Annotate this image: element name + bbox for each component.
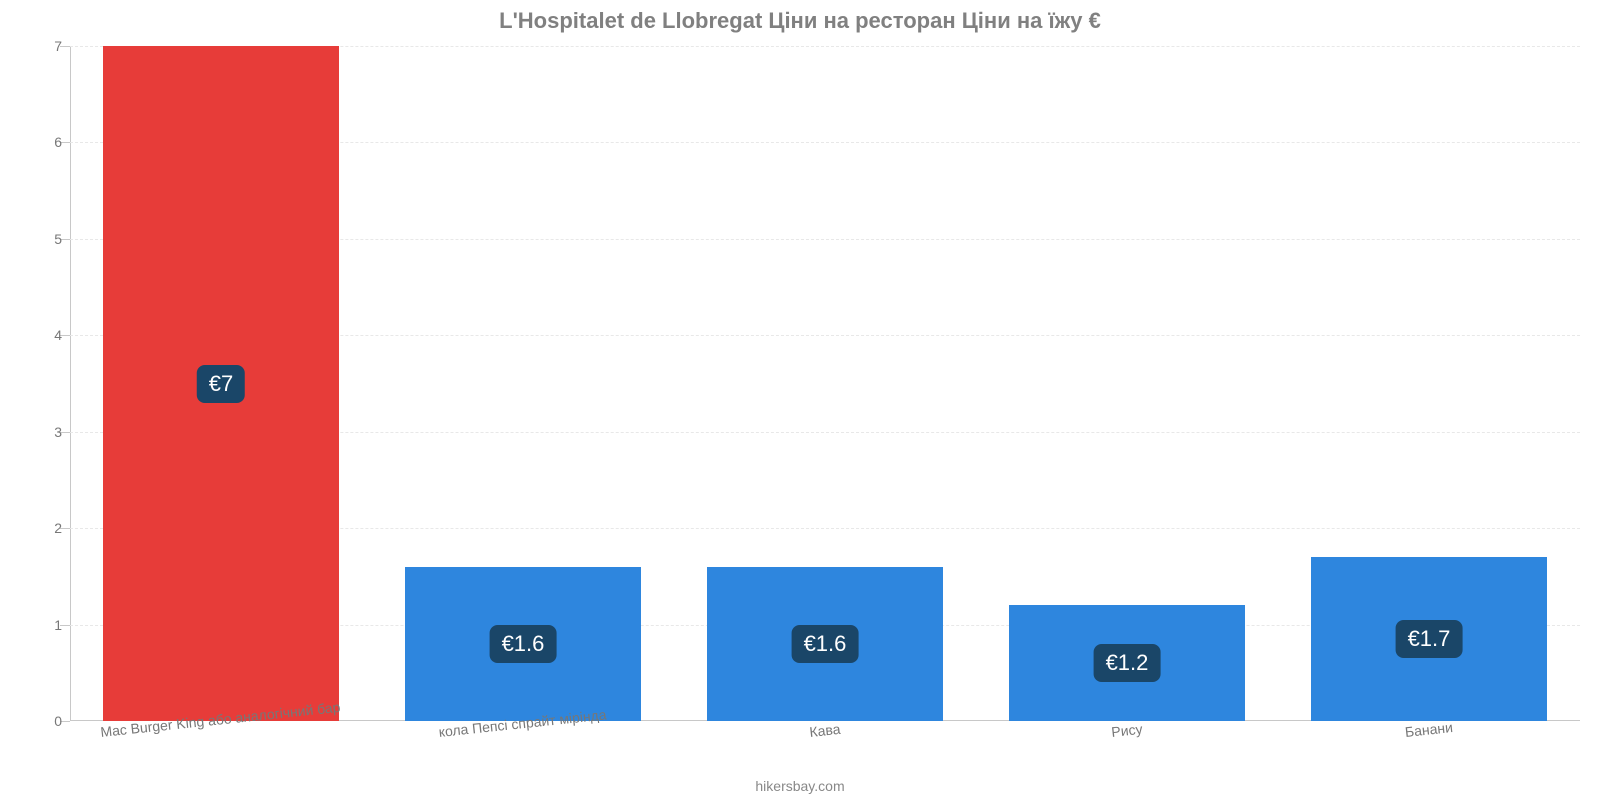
y-tick-label: 4 (54, 327, 62, 343)
credit-text: hikersbay.com (0, 778, 1600, 794)
plot-area: 01234567€7€1.6€1.6€1.2€1.7 (70, 46, 1580, 721)
bar-value-label: €1.6 (792, 625, 859, 663)
y-tick-label: 2 (54, 520, 62, 536)
bar: €1.7 (1311, 557, 1547, 721)
y-axis-line (70, 46, 71, 721)
y-tick-label: 6 (54, 134, 62, 150)
bar: €7 (103, 46, 339, 721)
y-tick-label: 0 (54, 713, 62, 729)
bar: €1.2 (1009, 605, 1245, 721)
bar-value-label: €1.2 (1094, 644, 1161, 682)
bar: €1.6 (707, 567, 943, 721)
x-tick-label: Рису (1111, 721, 1144, 740)
y-tick-label: 7 (54, 38, 62, 54)
y-tick-label: 1 (54, 617, 62, 633)
x-tick-label: Банани (1404, 719, 1453, 740)
bar-value-label: €7 (197, 365, 245, 403)
chart-title: L'Hospitalet de Llobregat Ціни на рестор… (0, 0, 1600, 34)
bar: €1.6 (405, 567, 641, 721)
bar-value-label: €1.7 (1396, 620, 1463, 658)
x-tick-label: Кава (809, 721, 842, 740)
y-tick-label: 5 (54, 231, 62, 247)
y-tick-label: 3 (54, 424, 62, 440)
bar-value-label: €1.6 (490, 625, 557, 663)
x-axis-labels: Mac Burger King або аналогічний баркола … (70, 724, 1580, 764)
